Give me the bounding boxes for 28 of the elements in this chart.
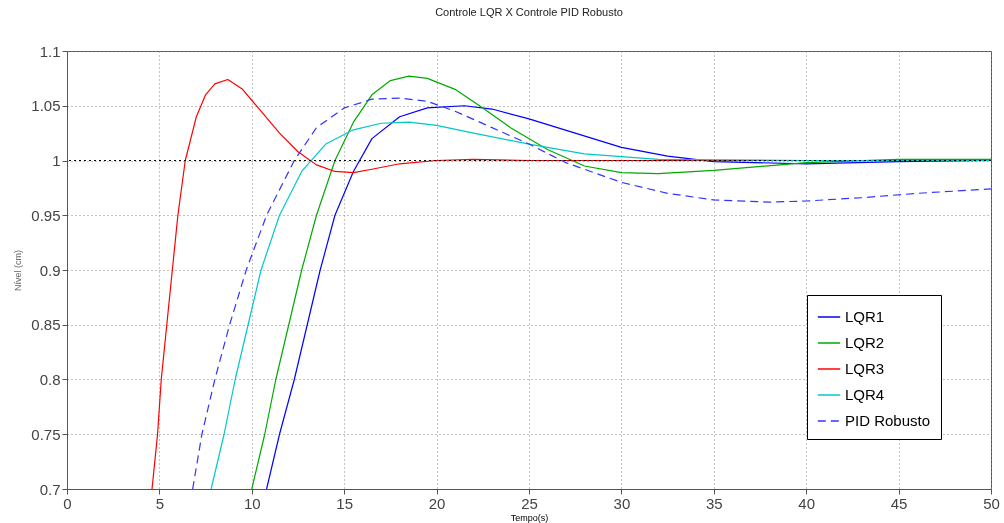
legend-label: LQR4 [845,386,885,403]
y-tick-label: 0.8 [39,371,61,388]
x-tick-label: 15 [336,494,354,512]
y-tick-label: 0.85 [31,316,61,334]
x-tick-label: 0 [63,494,72,512]
legend-label: LQR2 [845,334,885,351]
legend-label: LQR3 [845,360,885,377]
x-tick-label: 50 [983,494,1000,512]
y-tick-label: 0.95 [31,206,61,224]
y-tick-label: 1 [52,152,61,169]
y-tick-label: 0.7 [39,480,61,498]
x-tick-label: 45 [890,494,908,512]
x-tick-label: 40 [798,494,816,512]
y-axis-title: Nível (cm) [13,250,24,291]
y-tick-label: 1.1 [39,42,61,60]
x-tick-label: 30 [613,494,631,512]
x-tick-label: 25 [521,494,538,512]
x-tick-label: 35 [705,494,723,512]
legend-label: PID Robusto [845,412,931,429]
y-tick-label: 0.9 [39,261,61,279]
legend-label: LQR1 [845,308,885,325]
chart-title: Controle LQR X Controle PID Robusto [435,6,623,18]
x-tick-label: 5 [155,494,165,512]
x-tick-label: 20 [428,494,446,512]
y-tick-label: 0.75 [31,425,61,443]
x-axis-title: Tempo(s) [510,512,549,523]
y-tick-label: 1.05 [31,97,61,115]
x-tick-label: 10 [243,494,261,512]
